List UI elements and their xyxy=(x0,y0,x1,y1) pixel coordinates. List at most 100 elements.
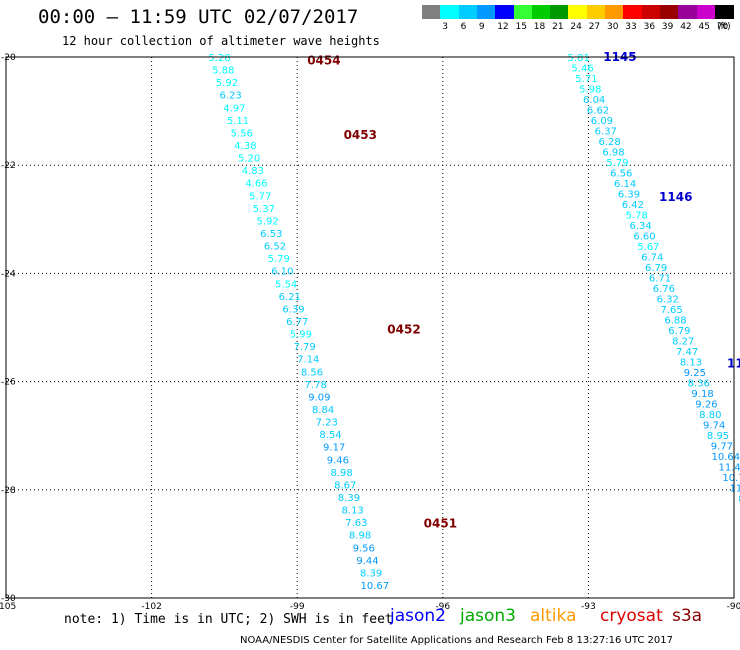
legend-label: 6 xyxy=(460,22,467,32)
legend-label: 70 xyxy=(716,22,729,32)
wave-height-value: 5.92 xyxy=(216,78,238,89)
wave-height-value: 5.88 xyxy=(212,66,234,77)
wave-height-value: 9.09 xyxy=(308,392,330,403)
satellite-jason2: jason2 xyxy=(390,606,446,626)
wave-height-value: 5.71 xyxy=(575,74,597,85)
wave-height-value: 5.56 xyxy=(231,128,253,139)
wave-height-value: 9.25 xyxy=(684,368,706,379)
wave-height-value: 5.79 xyxy=(606,158,628,169)
wave-height-value: 8.98 xyxy=(330,468,352,479)
wave-height-value: 6.76 xyxy=(653,284,675,295)
wave-height-value: 5.81 xyxy=(568,53,590,64)
legend-swatch xyxy=(568,5,588,19)
legend-swatch xyxy=(641,5,661,19)
wave-height-value: 6.23 xyxy=(220,91,242,102)
wave-height-value: 6.04 xyxy=(583,95,605,106)
legend-label: 24 xyxy=(570,22,582,32)
wave-height-value: 6.21 xyxy=(279,292,301,303)
satellite-cryosat: cryosat xyxy=(600,606,663,626)
wave-height-value: 11. xyxy=(729,483,740,494)
lat-tick-label: -28 xyxy=(1,486,16,496)
map-frame xyxy=(5,56,735,599)
wave-height-value: 5.20 xyxy=(238,154,260,165)
wave-height-value: 6.28 xyxy=(599,137,621,148)
lat-tick-label: -20 xyxy=(1,53,16,63)
wave-height-value: 6.56 xyxy=(610,168,632,179)
lon-tick-label: -90 xyxy=(727,602,740,612)
wave-height-value: 4.38 xyxy=(234,141,256,152)
wave-height-value: 6.60 xyxy=(633,231,655,242)
lon-tick-label: -102 xyxy=(141,602,161,612)
lon-tick-label: -105 xyxy=(0,602,16,612)
wave-height-value: 11.4 xyxy=(719,462,740,473)
wave-height-value: 7.79 xyxy=(293,342,315,353)
page-title: 00:00 — 11:59 UTC 02/07/2017 xyxy=(38,6,359,28)
wave-height-value: 6.79 xyxy=(668,326,690,337)
wave-height-value: 8.80 xyxy=(699,410,721,421)
wave-height-value: 8.36 xyxy=(688,378,710,389)
wave-height-value: 5.77 xyxy=(249,191,271,202)
page-subtitle: 12 hour collection of altimeter wave hei… xyxy=(62,34,380,48)
legend-swatch xyxy=(678,5,698,19)
wave-height-value: 5.78 xyxy=(626,210,648,221)
lat-tick-label: -22 xyxy=(1,161,16,171)
time-label: 0454 xyxy=(307,54,340,68)
legend-label: 30 xyxy=(607,22,619,32)
legend-label: 33 xyxy=(625,22,637,32)
wave-height-value: 5.79 xyxy=(268,254,290,265)
legend-swatch xyxy=(531,5,551,19)
wave-height-value: 5.37 xyxy=(253,204,275,215)
wave-height-value: 5.11 xyxy=(227,116,249,127)
wave-height-value: 8.13 xyxy=(342,506,364,517)
wave-height-value: 7.65 xyxy=(660,305,682,316)
wave-height-value: 5.99 xyxy=(290,330,312,341)
wave-height-value: 9.56 xyxy=(353,543,375,554)
legend-swatch xyxy=(513,5,533,19)
wave-height-value: 9.44 xyxy=(356,556,378,567)
wave-height-value: 6.53 xyxy=(260,229,282,240)
wave-height-value: 8.67 xyxy=(334,480,356,491)
legend-label: 39 xyxy=(661,22,674,32)
wave-height-value: 9.18 xyxy=(691,389,713,400)
satellite-jason3: jason3 xyxy=(460,606,516,626)
wave-height-value: 6.71 xyxy=(649,273,671,284)
wave-height-value: 8.13 xyxy=(680,357,702,368)
wave-height-value: 10.7 xyxy=(722,473,740,484)
wave-height-value: 10.67 xyxy=(361,581,390,592)
legend-swatch xyxy=(605,5,624,19)
wave-height-value: 4.66 xyxy=(245,179,267,190)
wave-height-value: 8.54 xyxy=(319,430,341,441)
wave-height-value: 6.37 xyxy=(595,126,617,137)
satellite-s3a: s3a xyxy=(672,606,703,626)
wave-height-value: 9.74 xyxy=(703,420,725,431)
legend-swatch xyxy=(714,5,734,19)
wave-height-value: 4.97 xyxy=(223,103,245,114)
wave-height-value: 6.39 xyxy=(618,189,640,200)
time-label: 0452 xyxy=(387,323,420,337)
lat-tick-label: -30 xyxy=(1,594,16,604)
wave-height-value: 8.95 xyxy=(707,431,729,442)
legend-swatch xyxy=(440,5,460,19)
lon-tick-label: -96 xyxy=(435,602,450,612)
wave-height-value: 6.52 xyxy=(264,242,286,253)
footer-credit: NOAA/NESDIS Center for Satellite Applica… xyxy=(240,635,673,646)
wave-height-value: 6.14 xyxy=(614,179,636,190)
time-label: 0453 xyxy=(344,128,377,142)
wave-height-value: 7.23 xyxy=(316,418,338,429)
wave-height-value: 7.78 xyxy=(305,380,327,391)
wave-height-value: 8.84 xyxy=(312,405,334,416)
wave-height-value: 8.39 xyxy=(338,493,360,504)
wave-height-value: 9.46 xyxy=(327,455,349,466)
lat-tick-label: -26 xyxy=(1,378,16,388)
note-text: note: 1) Time is in UTC; 2) SWH is in fe… xyxy=(64,612,393,627)
legend-swatch xyxy=(696,5,716,19)
legend-swatch xyxy=(623,5,643,19)
wave-height-value: 9.17 xyxy=(323,443,345,454)
legend-swatch xyxy=(586,5,606,19)
legend-label: 15 xyxy=(515,22,527,32)
wave-height-value: 6.39 xyxy=(282,304,304,315)
legend-label: 12 xyxy=(497,22,509,32)
wave-height-value: 6.77 xyxy=(286,317,308,328)
